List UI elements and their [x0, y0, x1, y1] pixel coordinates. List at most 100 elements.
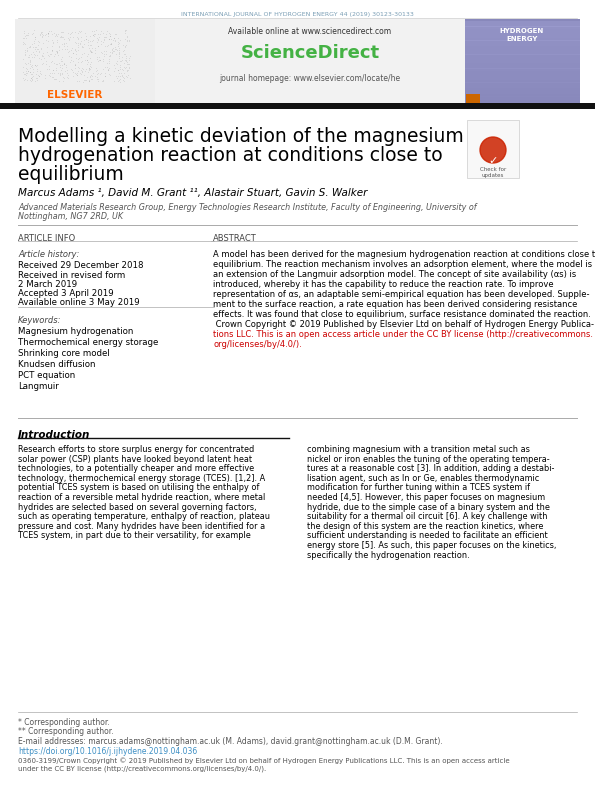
Point — [27, 70, 37, 83]
Point — [111, 42, 120, 55]
Point — [99, 44, 109, 57]
Point — [120, 44, 129, 56]
Point — [66, 51, 76, 64]
Point — [49, 26, 58, 39]
Bar — [465, 68, 580, 71]
Point — [87, 44, 96, 57]
Point — [74, 25, 84, 37]
Point — [71, 37, 80, 49]
Point — [57, 67, 67, 80]
Point — [70, 61, 80, 74]
Bar — [465, 24, 580, 27]
Point — [30, 48, 39, 60]
Point — [106, 38, 115, 51]
Point — [86, 60, 95, 72]
Point — [82, 53, 92, 66]
Point — [88, 34, 98, 47]
Point — [86, 52, 95, 65]
Point — [21, 69, 31, 82]
Text: ELSEVIER: ELSEVIER — [48, 90, 103, 100]
Point — [29, 51, 39, 64]
Point — [96, 67, 105, 80]
Text: 0360-3199/Crown Copyright © 2019 Published by Elsevier Ltd on behalf of Hydrogen: 0360-3199/Crown Copyright © 2019 Publish… — [18, 757, 510, 764]
Point — [104, 33, 114, 45]
Point — [105, 50, 115, 63]
Point — [103, 62, 112, 75]
Point — [20, 57, 29, 70]
Point — [114, 64, 123, 76]
Point — [109, 32, 118, 44]
Bar — [465, 96, 580, 99]
Point — [73, 37, 82, 49]
Point — [24, 40, 34, 53]
Point — [26, 48, 36, 60]
Point — [53, 67, 62, 79]
Point — [111, 33, 120, 46]
Point — [45, 48, 55, 60]
Point — [48, 34, 57, 47]
Text: Check for: Check for — [480, 167, 506, 172]
Point — [65, 45, 74, 58]
Point — [55, 67, 65, 80]
Bar — [465, 55, 580, 57]
Point — [57, 43, 67, 56]
Point — [114, 49, 124, 62]
Point — [124, 52, 134, 65]
Point — [25, 51, 35, 64]
Point — [96, 54, 105, 67]
Point — [99, 30, 108, 43]
Text: Advanced Materials Research Group, Energy Technologies Research Institute, Facul: Advanced Materials Research Group, Energ… — [18, 203, 477, 212]
Point — [60, 57, 69, 70]
Point — [18, 37, 28, 50]
Point — [47, 44, 57, 56]
Point — [28, 69, 37, 82]
Point — [64, 33, 74, 45]
Point — [77, 25, 86, 37]
Point — [109, 41, 119, 54]
Point — [93, 72, 102, 85]
Point — [54, 48, 63, 61]
Point — [24, 49, 34, 62]
Point — [55, 30, 64, 43]
Point — [122, 31, 131, 44]
Point — [56, 25, 65, 38]
Point — [79, 74, 89, 87]
Bar — [465, 83, 580, 86]
Point — [73, 56, 83, 68]
Point — [106, 37, 115, 49]
Point — [30, 33, 39, 45]
Point — [33, 69, 43, 82]
Point — [115, 63, 124, 75]
Point — [30, 41, 40, 54]
Point — [92, 67, 102, 80]
Point — [89, 25, 99, 38]
Point — [52, 58, 62, 71]
Point — [37, 30, 46, 43]
Point — [84, 62, 94, 75]
Point — [45, 69, 55, 82]
Point — [87, 69, 97, 82]
Point — [22, 44, 32, 56]
Point — [58, 30, 67, 43]
Point — [64, 33, 73, 46]
Point — [80, 26, 90, 39]
Bar — [465, 37, 580, 40]
Point — [90, 44, 99, 56]
Point — [82, 29, 91, 42]
Point — [33, 63, 42, 75]
Point — [103, 40, 112, 52]
Bar — [465, 40, 580, 44]
Point — [36, 26, 45, 39]
Point — [103, 64, 112, 77]
Point — [24, 65, 33, 78]
Bar — [0, 103, 595, 109]
Point — [105, 27, 114, 40]
Bar — [465, 66, 580, 68]
Text: pressure and cost. Many hydrides have been identified for a: pressure and cost. Many hydrides have be… — [18, 522, 265, 531]
Point — [73, 67, 82, 80]
Point — [36, 29, 45, 42]
Point — [91, 24, 101, 37]
Point — [53, 27, 62, 40]
Bar — [465, 99, 580, 102]
Point — [61, 59, 71, 71]
